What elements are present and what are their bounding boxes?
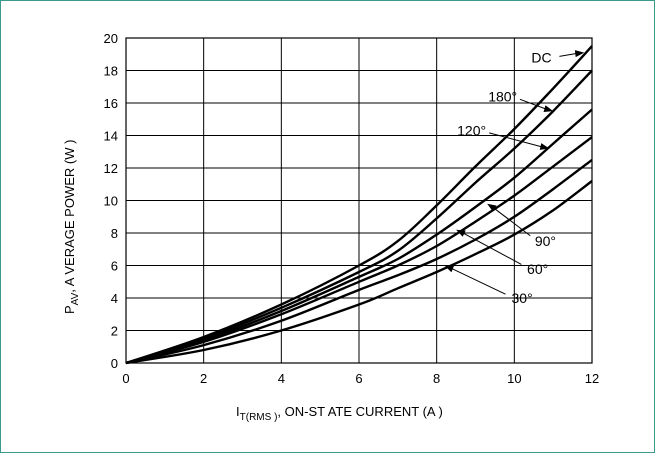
series-line: [125, 136, 593, 365]
annotation-leader: [489, 132, 542, 148]
plot-border: [125, 37, 593, 364]
annotation-arrowhead: [539, 143, 550, 150]
y-tick-label: 12: [104, 161, 118, 176]
annotation-leader: [519, 98, 546, 110]
series-line: [125, 69, 593, 365]
y-tick-label: 0: [111, 356, 118, 371]
y-tick-label: 4: [111, 291, 118, 306]
x-tick-label: 4: [278, 371, 285, 386]
y-axis-title-main: P: [62, 305, 77, 314]
x-tick-label: 10: [507, 371, 521, 386]
y-tick-label: 10: [104, 194, 118, 209]
curve-label: 120°: [457, 123, 486, 139]
series-line: [125, 158, 593, 365]
x-axis-title-sub: T(RMS ): [240, 412, 278, 423]
annotation-arrowhead: [456, 229, 466, 237]
x-tick-label: 8: [433, 371, 440, 386]
annotation-arrowhead: [444, 265, 455, 273]
x-tick-labels: 0 2 4 6 8 10 12: [122, 371, 599, 386]
y-tick-label: 8: [111, 226, 118, 241]
annotation-arrowhead: [487, 203, 497, 212]
annotation-leader: [493, 207, 531, 237]
y-tick-label: 6: [111, 259, 118, 274]
series-line: [125, 108, 593, 365]
y-tick-label: 20: [104, 31, 118, 46]
annotation-arrowhead: [543, 105, 554, 112]
curve-label: DC: [531, 50, 551, 66]
curve-label: 90°: [535, 233, 556, 249]
y-tick-label: 18: [104, 64, 118, 79]
x-tick-label: 0: [122, 371, 129, 386]
y-tick-labels: 0 2 4 6 8 10 12 14 16 18 20: [104, 31, 118, 371]
x-tick-label: 2: [200, 371, 207, 386]
curves: [125, 45, 593, 365]
grid: [125, 37, 593, 364]
y-axis-title: PAV, A VERAGE POWER (W ): [62, 140, 81, 314]
x-tick-label: 12: [585, 371, 599, 386]
series-line: [125, 45, 593, 365]
x-tick-label: 6: [355, 371, 362, 386]
annotation-arrowhead: [574, 50, 585, 58]
y-axis-title-rest: , A VERAGE POWER (W ): [62, 140, 77, 293]
x-axis-title: IT(RMS ), ON-ST ATE CURRENT (A ): [236, 404, 443, 423]
y-tick-label: 14: [104, 129, 118, 144]
annotations: DC 180° 120° 90° 60° 30°: [444, 50, 585, 306]
y-tick-label: 16: [104, 96, 118, 111]
y-axis-title-sub: AV: [70, 292, 81, 305]
y-tick-label: 2: [111, 324, 118, 339]
x-axis-title-main: I: [236, 404, 240, 419]
x-axis-title-rest: , ON-ST ATE CURRENT (A ): [277, 404, 442, 419]
annotation-leader: [451, 268, 506, 295]
annotation-leader: [559, 53, 577, 57]
curve-label: 180°: [488, 89, 517, 105]
curve-label: 60°: [527, 261, 548, 277]
annotation-leader: [463, 232, 522, 265]
curve-label: 30°: [512, 290, 533, 306]
series-line: [125, 180, 593, 365]
